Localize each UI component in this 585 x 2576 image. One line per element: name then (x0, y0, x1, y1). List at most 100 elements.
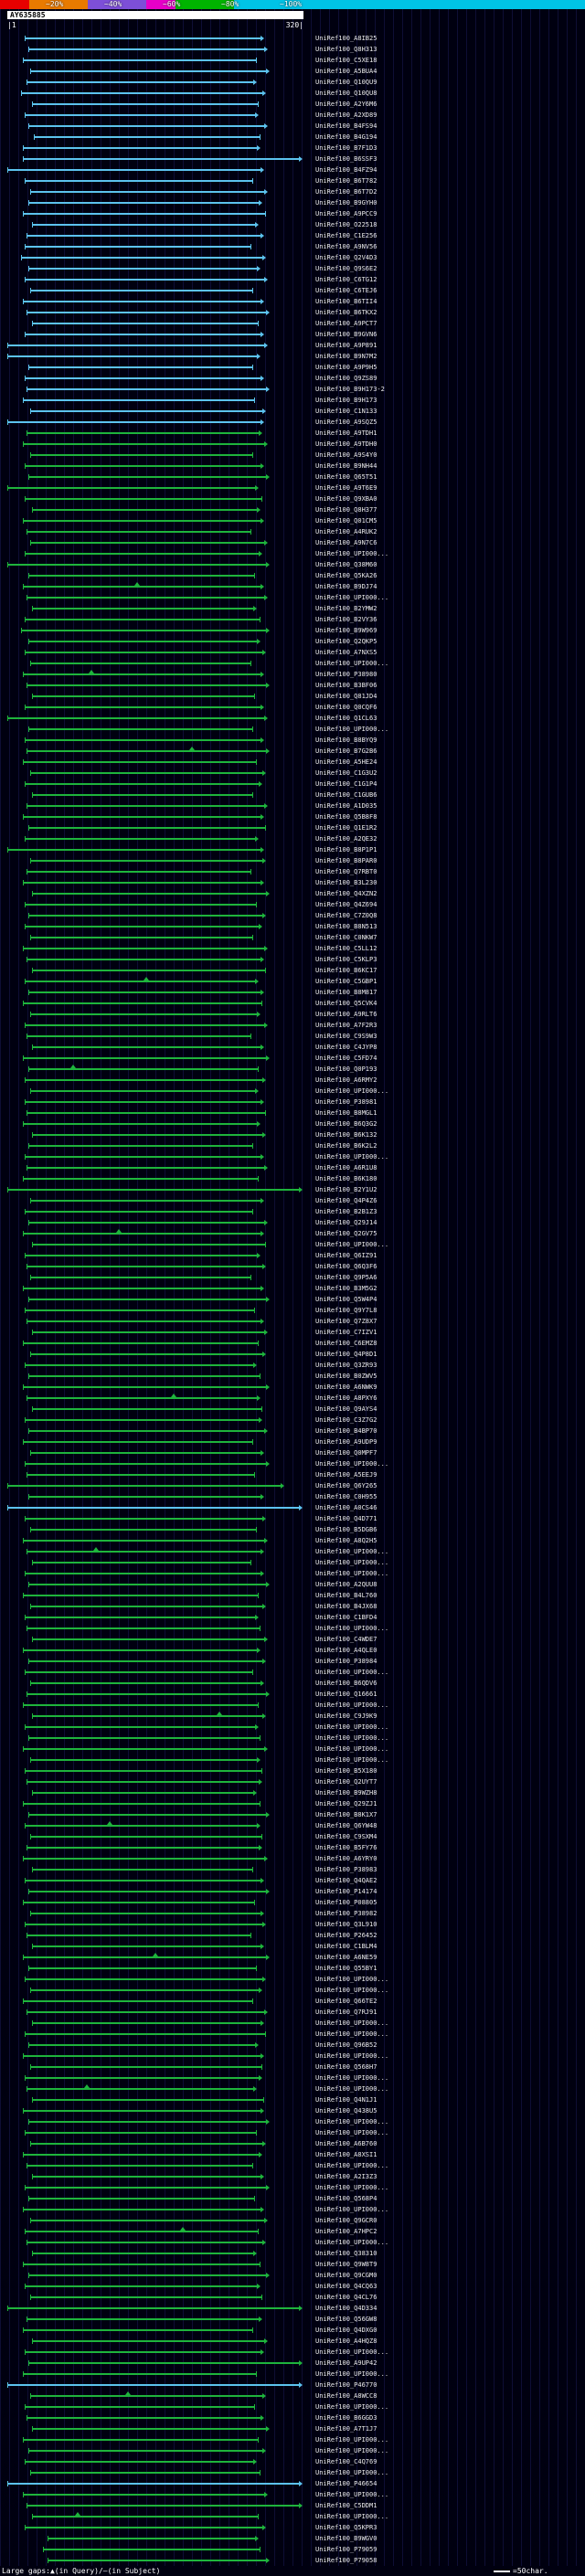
hit-label[interactable]: UniRef100_A7HPC2 (315, 2228, 378, 2235)
hit-bar[interactable] (27, 2316, 262, 2322)
hit-bar[interactable] (23, 670, 264, 677)
hit-bar[interactable] (32, 321, 259, 326)
hit-bar[interactable] (25, 244, 251, 249)
hit-label[interactable]: UniRef100_B3L230 (315, 879, 378, 886)
hit-bar[interactable] (25, 1209, 253, 1214)
hit-bar[interactable] (25, 2185, 270, 2190)
hit-label[interactable]: UniRef100_Q4DXG0 (315, 2327, 378, 2334)
hit-label[interactable]: UniRef100_C1GUB6 (315, 791, 378, 799)
hit-label[interactable]: UniRef100_B6T7D2 (315, 188, 378, 196)
hit-bar[interactable] (23, 1176, 259, 1182)
hit-label[interactable]: UniRef100_UPI000... (315, 594, 389, 601)
hit-label[interactable]: UniRef100_P46654 (315, 2480, 378, 2487)
hit-label[interactable]: UniRef100_Q4D771 (315, 1515, 378, 1522)
hit-bar[interactable] (23, 1746, 268, 1752)
hit-label[interactable]: UniRef100_Q2UYT7 (315, 1778, 378, 1786)
hit-bar[interactable] (30, 2218, 268, 2223)
hit-bar[interactable] (27, 1933, 251, 1938)
hit-label[interactable]: UniRef100_B8M817 (315, 989, 378, 996)
hit-bar[interactable] (25, 1670, 253, 1675)
hit-bar[interactable] (23, 2437, 259, 2443)
hit-label[interactable]: UniRef100_B8PAR0 (315, 857, 378, 864)
hit-bar[interactable] (7, 485, 259, 491)
hit-bar[interactable] (27, 1394, 261, 1401)
hit-label[interactable]: UniRef100_UPI000... (315, 2162, 389, 2169)
hit-label[interactable]: UniRef100_UPI000... (315, 2491, 389, 2498)
hit-bar[interactable] (32, 1637, 268, 1642)
hit-bar[interactable] (7, 716, 268, 721)
hit-bar[interactable] (23, 759, 257, 765)
hit-label[interactable]: UniRef100_B2B1Z3 (315, 1208, 378, 1215)
hit-label[interactable]: UniRef100_UPI000... (315, 2370, 389, 2378)
hit-label[interactable]: UniRef100_B9H173 (315, 397, 378, 404)
hit-bar[interactable] (25, 36, 264, 41)
hit-bar[interactable] (23, 880, 264, 885)
hit-label[interactable]: UniRef100_UPI000... (315, 1559, 389, 1566)
hit-bar[interactable] (28, 2042, 259, 2048)
hit-label[interactable]: UniRef100_A7T1J7 (315, 2425, 378, 2433)
hit-bar[interactable] (28, 825, 266, 831)
hit-bar[interactable] (23, 1648, 261, 1653)
hit-label[interactable]: UniRef100_B9WGV0 (315, 2535, 378, 2542)
hit-bar[interactable] (32, 2338, 268, 2344)
hit-bar[interactable] (32, 1330, 268, 1335)
hit-bar[interactable] (27, 1034, 251, 1039)
hit-label[interactable]: UniRef100_B2YMW2 (315, 605, 378, 612)
hit-label[interactable]: UniRef100_C4WDE7 (315, 1636, 378, 1643)
hit-bar[interactable] (32, 1790, 257, 1796)
hit-label[interactable]: UniRef100_UPI000... (315, 1625, 389, 1632)
hit-bar[interactable] (28, 639, 261, 644)
hit-bar[interactable] (27, 2240, 266, 2245)
hit-label[interactable]: UniRef100_C5FD74 (315, 1055, 378, 1062)
hit-bar[interactable] (30, 1680, 264, 1686)
hit-bar[interactable] (7, 343, 268, 348)
hit-bar[interactable] (28, 2119, 270, 2125)
hit-label[interactable]: UniRef100_A2XD89 (315, 111, 378, 119)
hit-label[interactable]: UniRef100_B6QDV6 (315, 1680, 378, 1687)
hit-label[interactable]: UniRef100_B8MGL1 (315, 1109, 378, 1117)
hit-bar[interactable] (23, 1538, 268, 1543)
hit-label[interactable]: UniRef100_Q4P4Z6 (315, 1197, 378, 1204)
hit-label[interactable]: UniRef100_Q55BY1 (315, 1965, 378, 1972)
hit-label[interactable]: UniRef100_UPI000... (315, 1723, 389, 1731)
hit-bar[interactable] (25, 1253, 261, 1258)
hit-label[interactable]: UniRef100_Q29ZJ1 (315, 1800, 378, 1807)
hit-label[interactable]: UniRef100_B6K132 (315, 1131, 378, 1139)
hit-bar[interactable] (23, 814, 264, 820)
hit-label[interactable]: UniRef100_B7F1D3 (315, 144, 378, 152)
hit-label[interactable]: UniRef100_C4Q769 (315, 2458, 378, 2465)
hit-label[interactable]: UniRef100_UPI000... (315, 2436, 389, 2443)
hit-label[interactable]: UniRef100_UPI000... (315, 2403, 389, 2411)
hit-label[interactable]: UniRef100_Q7RBT0 (315, 868, 378, 875)
hit-label[interactable]: UniRef100_B6K180 (315, 1175, 378, 1182)
hit-label[interactable]: UniRef100_Q0CQF6 (315, 704, 378, 711)
hit-label[interactable]: UniRef100_B0ZWV5 (315, 1373, 378, 1380)
hit-label[interactable]: UniRef100_C9SXM4 (315, 1833, 378, 1840)
hit-label[interactable]: UniRef100_Q5KPR3 (315, 2524, 378, 2531)
hit-bar[interactable] (25, 2404, 255, 2410)
hit-label[interactable]: UniRef100_B9H173-2 (315, 386, 385, 393)
hit-label[interactable]: UniRef100_B8BYQ9 (315, 737, 378, 744)
hit-bar[interactable] (30, 1988, 262, 1993)
hit-bar[interactable] (30, 288, 253, 293)
hit-bar[interactable] (23, 1593, 259, 1598)
hit-label[interactable]: UniRef100_A7F2R3 (315, 1022, 378, 1029)
hit-label[interactable]: UniRef100_C1BLM4 (315, 1943, 378, 1950)
hit-label[interactable]: UniRef100_UPI000... (315, 2052, 389, 2060)
hit-bar[interactable] (23, 211, 266, 217)
hit-bar[interactable] (27, 529, 251, 535)
hit-label[interactable]: UniRef100_C0NKW7 (315, 934, 378, 941)
hit-label[interactable]: UniRef100_A9PCC9 (315, 210, 378, 217)
hit-bar[interactable] (32, 1867, 253, 1872)
hit-label[interactable]: UniRef100_B4JX68 (315, 1603, 378, 1610)
hit-label[interactable]: UniRef100_Q6IZ91 (315, 1252, 378, 1259)
hit-label[interactable]: UniRef100_A8Q2H5 (315, 1537, 378, 1544)
hit-bar[interactable] (25, 1724, 259, 1730)
hit-bar[interactable] (23, 441, 268, 447)
hit-bar[interactable] (27, 869, 251, 875)
hit-label[interactable]: UniRef100_Q9ZS89 (315, 375, 378, 382)
hit-bar[interactable] (30, 1911, 264, 1916)
hit-label[interactable]: UniRef100_Q66TE2 (315, 1998, 378, 2005)
hit-bar[interactable] (28, 1659, 266, 1664)
hit-label[interactable]: UniRef100_Q9Y7L8 (315, 1307, 378, 1314)
